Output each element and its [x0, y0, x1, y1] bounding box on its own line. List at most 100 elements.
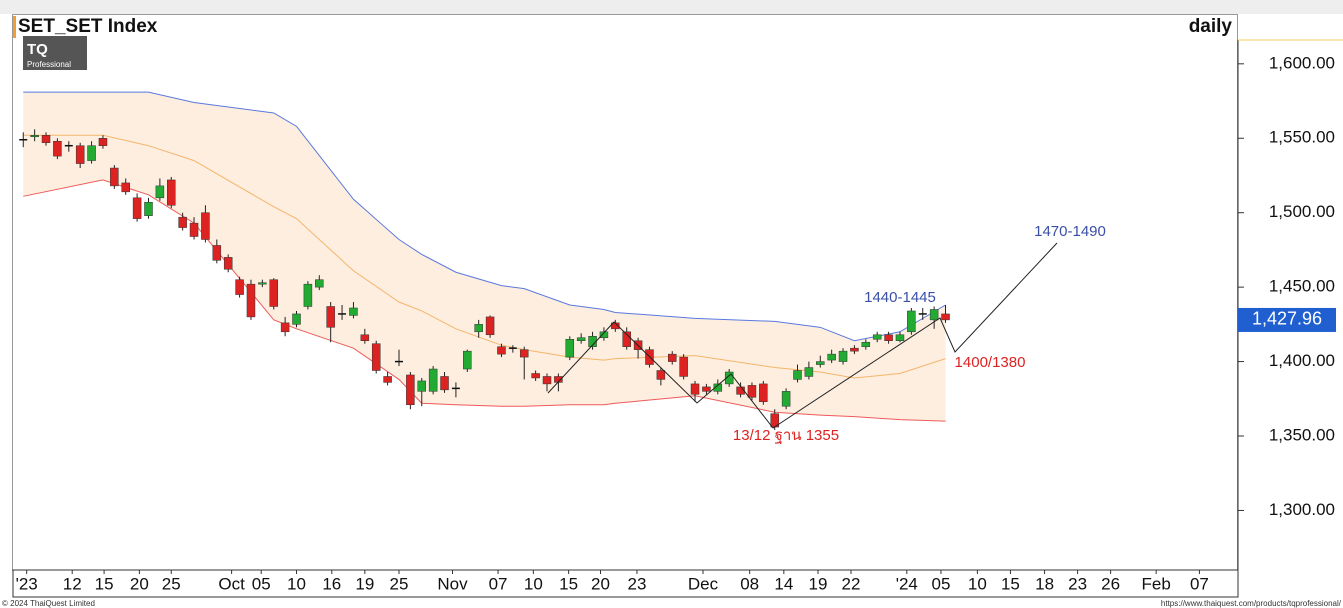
candle-body [690, 383, 700, 395]
top-strip [0, 0, 1343, 14]
candle-body [463, 350, 472, 370]
band-fill [23, 92, 946, 422]
candle-body [315, 279, 324, 288]
candle-body [292, 313, 301, 325]
candle-body [838, 350, 848, 362]
candle-body [599, 331, 609, 339]
candle-body [371, 343, 381, 371]
candle-body [280, 322, 290, 333]
candle-body [87, 145, 96, 161]
candle-body [326, 306, 335, 328]
plot-frame [12, 14, 1238, 571]
x-tick-label: 15 [95, 574, 114, 593]
candle-body [747, 385, 757, 398]
candle-body [132, 197, 142, 219]
x-tick-label: 19 [355, 574, 374, 593]
y-tick-label: 1,450.00 [1269, 277, 1335, 296]
candle-body [679, 356, 688, 377]
candle-body [98, 138, 108, 146]
y-tick-label: 1,500.00 [1269, 202, 1335, 221]
candle-body [565, 338, 575, 358]
candle-body [338, 313, 347, 315]
candle-body [360, 334, 370, 341]
candle-body [451, 387, 460, 390]
candle-body [417, 380, 427, 392]
candle-body [269, 279, 278, 307]
x-tick-label: 05 [932, 574, 951, 593]
trend-lines [547, 242, 1058, 429]
candle-body [702, 386, 711, 392]
candle-body [759, 383, 768, 403]
y-tick-label: 1,300.00 [1269, 500, 1335, 519]
x-tick-label: 20 [591, 574, 610, 593]
candle-body [53, 140, 62, 157]
candle-body [394, 360, 403, 363]
x-axis-band [12, 569, 1239, 598]
y-tick-label: 1,400.00 [1269, 351, 1335, 370]
candle-body [349, 307, 358, 316]
candle-body [497, 346, 506, 355]
candle-body [827, 353, 836, 361]
candle-body [941, 313, 950, 321]
candle-body [223, 257, 233, 270]
x-tick-label: 25 [390, 574, 409, 593]
candle-body [531, 373, 540, 379]
candle-body [75, 145, 85, 164]
x-tick-label: 20 [130, 574, 149, 593]
candle-body [235, 279, 244, 295]
x-tick-label: 12 [63, 574, 82, 593]
candle-body [508, 347, 517, 349]
footer-left: © 2024 ThaiQuest Limited [2, 599, 95, 608]
x-tick-label: 22 [842, 574, 861, 593]
x-tick-label: 10 [524, 574, 543, 593]
x-tick-label: 26 [1101, 574, 1120, 593]
x-tick-label: 23 [627, 574, 646, 593]
candle-body [816, 361, 825, 365]
candle-body [189, 222, 199, 237]
y-tick-label: 1,350.00 [1269, 425, 1335, 444]
candle-body [519, 349, 529, 358]
candle-body [804, 367, 814, 377]
y-tick-label: 1,600.00 [1269, 53, 1335, 72]
x-tick-label: 23 [1068, 574, 1087, 593]
x-tick-label: 15 [1001, 574, 1020, 593]
candle-body [861, 341, 871, 347]
footer-right: https://www.thaiquest.com/products/tqpro… [1161, 599, 1342, 608]
candle-body [781, 391, 791, 407]
x-tick-label: 14 [774, 574, 793, 593]
candle-body [121, 182, 130, 193]
candle-body [383, 376, 392, 383]
x-tick-label: '24 [896, 574, 918, 593]
x-tick-label: 18 [1035, 574, 1054, 593]
candle-body [656, 370, 666, 380]
candle-body [440, 376, 449, 391]
last-price-label: 1,427.96 [1252, 309, 1322, 329]
candle-body [542, 376, 552, 385]
candle-body [485, 316, 495, 336]
candle-body [303, 283, 313, 307]
candle-body [428, 368, 438, 392]
candle-body [178, 216, 187, 228]
candle-body [30, 135, 39, 138]
candle-body [201, 212, 210, 240]
candle-body [918, 313, 927, 315]
last-price-box [1238, 307, 1336, 332]
candle-body [622, 331, 631, 347]
x-tick-label: 05 [252, 574, 271, 593]
x-tick-label: 25 [162, 574, 181, 593]
candle-body [895, 334, 905, 341]
x-tick-label: 08 [740, 574, 759, 593]
candle-body [474, 324, 483, 333]
candle-body [64, 144, 73, 147]
candle-body [406, 374, 415, 405]
x-tick-label: 10 [968, 574, 987, 593]
candle-body [793, 370, 802, 380]
candle-body [155, 185, 165, 199]
candle-body [850, 347, 859, 352]
band-line [23, 91, 946, 342]
candle-body [576, 337, 586, 341]
title-marker [13, 16, 16, 38]
y-tick-label: 1,550.00 [1269, 128, 1335, 147]
candle-body [110, 167, 119, 187]
x-tick-label: Feb [1142, 574, 1171, 593]
